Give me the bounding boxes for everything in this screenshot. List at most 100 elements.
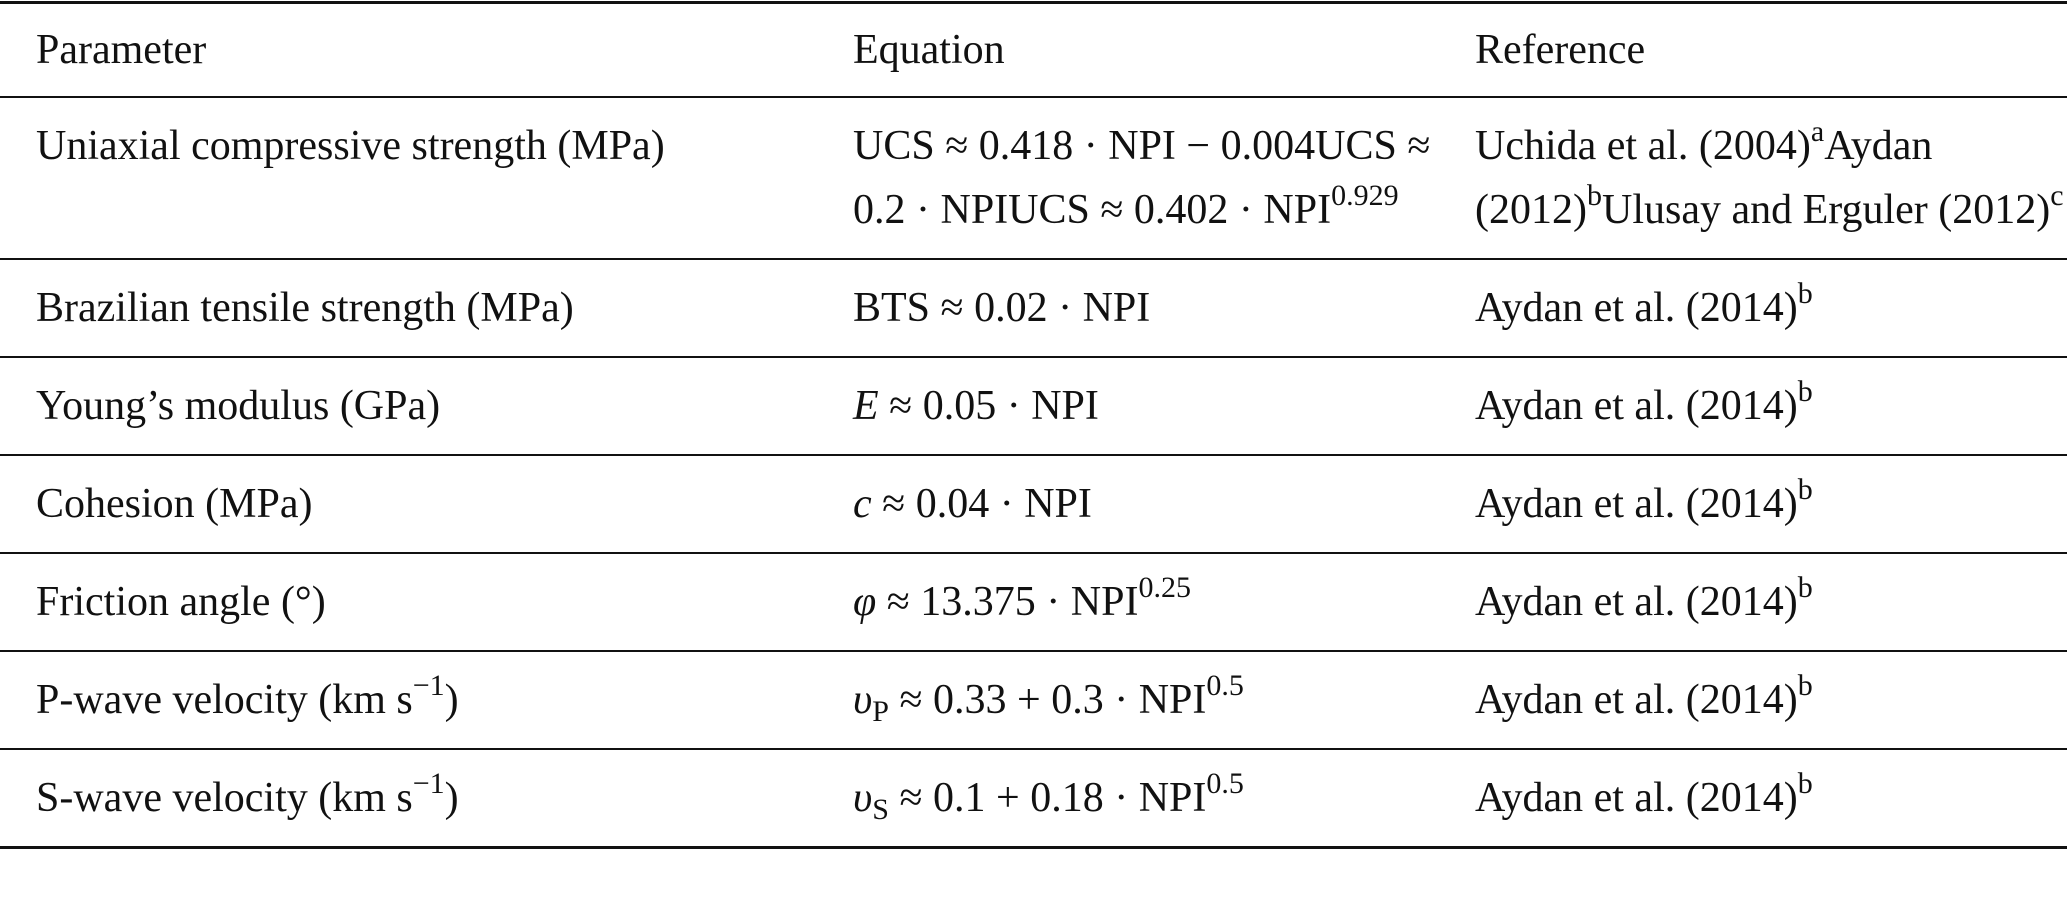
line: P-wave velocity (km s−1) [36, 671, 459, 724]
line: Cohesion (MPa) [36, 481, 313, 527]
reference-note: b [1797, 767, 1813, 800]
reference-note: c [2050, 179, 2064, 212]
reference-text: Aydan (2012) [1475, 123, 1933, 233]
parameter-cell: P-wave velocity (km s−1) [0, 651, 853, 750]
text-sup: 0.5 [1206, 767, 1244, 800]
reference-cell: Uchida et al. (2004)aAydan (2012)bUlusay… [1475, 97, 2067, 260]
text-sub: S [872, 793, 889, 826]
reference-cell: Aydan et al. (2014)b [1475, 357, 2067, 456]
reference-note: b [1797, 669, 1813, 702]
reference-text: Ulusay and Erguler (2012) [1601, 187, 2051, 233]
line: Aydan (2012)b [1475, 123, 1932, 233]
row: Young’s modulus (GPa) E ≈ 0.05 · NPI Aydan… [0, 357, 2067, 456]
reference-note: b [1586, 179, 1602, 212]
line: Brazilian tensile strength (MPa) [36, 285, 574, 331]
text-t: P-wave velocity (km s [36, 677, 413, 723]
header-cell: Parameter [0, 1, 853, 98]
text-t: Cohesion (MPa) [36, 481, 313, 527]
reference-text: Aydan et al. (2014) [1475, 677, 1798, 723]
reference-cell: Aydan et al. (2014)b [1475, 651, 2067, 750]
reference-text: Uchida et al. (2004) [1475, 123, 1811, 169]
reference-note: b [1797, 277, 1813, 310]
text-i: υ [853, 775, 873, 821]
text-i: E [853, 383, 879, 429]
data-table: Parameter Equation Reference Uniaxial co… [0, 1, 2067, 849]
text-t: UCS ≈ 0.418 · NPI − 0.004 [853, 123, 1316, 169]
text-t: ≈ 0.1 + 0.18 · NPI [888, 775, 1207, 821]
table-head: Parameter Equation Reference [0, 1, 2067, 98]
line: Uchida et al. (2004)a [1475, 117, 1824, 170]
line: Aydan et al. (2014)b [1475, 279, 1813, 332]
reference-cell: Aydan et al. (2014)b [1475, 553, 2067, 652]
text-sup: −1 [412, 669, 445, 702]
reference-note: a [1810, 115, 1825, 148]
equation-cell: UCS ≈ 0.418 · NPI − 0.004UCS ≈ 0.2 · NPI… [853, 97, 1475, 260]
equation-cell: BTS ≈ 0.02 · NPI [853, 259, 1475, 358]
text-t: UCS ≈ 0.402 · NPI [1008, 187, 1332, 233]
text-sup: 0.929 [1331, 179, 1399, 212]
line: Aydan et al. (2014)b [1475, 475, 1813, 528]
line: UCS ≈ 0.418 · NPI − 0.004 [853, 123, 1315, 169]
text-t: Friction angle (°) [36, 579, 326, 625]
parameter-cell: Young’s modulus (GPa) [0, 357, 853, 456]
equation-cell: υP ≈ 0.33 + 0.3 · NPI0.5 [853, 651, 1475, 750]
reference-cell: Aydan et al. (2014)b [1475, 259, 2067, 358]
text-t: ≈ 0.05 · NPI [878, 383, 1099, 429]
text-sup: 0.5 [1206, 669, 1244, 702]
text-t: ≈ 0.04 · NPI [871, 481, 1092, 527]
parameter-cell: Friction angle (°) [0, 553, 853, 652]
parameter-cell: Uniaxial compressive strength (MPa) [0, 97, 853, 260]
line: υP ≈ 0.33 + 0.3 · NPI0.5 [853, 671, 1244, 727]
reference-cell: Aydan et al. (2014)b [1475, 455, 2067, 554]
row: Brazilian tensile strength (MPa) BTS ≈ 0.… [0, 259, 2067, 358]
parameter-cell: Cohesion (MPa) [0, 455, 853, 554]
reference-note: b [1797, 473, 1813, 506]
text-t: Uniaxial compressive strength (MPa) [36, 123, 665, 169]
text-t: Brazilian tensile strength (MPa) [36, 285, 574, 331]
text-sub: P [872, 695, 889, 728]
line: c ≈ 0.04 · NPI [853, 481, 1092, 527]
line: Uniaxial compressive strength (MPa) [36, 123, 665, 169]
line: S-wave velocity (km s−1) [36, 769, 459, 822]
text-t: ≈ 0.33 + 0.3 · NPI [888, 677, 1207, 723]
line: Friction angle (°) [36, 579, 326, 625]
equation-cell: φ ≈ 13.375 · NPI0.25 [853, 553, 1475, 652]
line: Aydan et al. (2014)b [1475, 769, 1813, 822]
equation-cell: c ≈ 0.04 · NPI [853, 455, 1475, 554]
equation-cell: υS ≈ 0.1 + 0.18 · NPI0.5 [853, 749, 1475, 849]
line: φ ≈ 13.375 · NPI0.25 [853, 573, 1191, 626]
line: Ulusay and Erguler (2012)c [1601, 181, 2064, 234]
reference-note: b [1797, 375, 1813, 408]
text-i: c [853, 481, 872, 527]
reference-text: Aydan et al. (2014) [1475, 481, 1798, 527]
table-body: Uniaxial compressive strength (MPa) UCS ≈… [0, 97, 2067, 849]
row: Uniaxial compressive strength (MPa) UCS ≈… [0, 97, 2067, 260]
row: S-wave velocity (km s−1) υS ≈ 0.1 + 0.18 … [0, 749, 2067, 849]
line: UCS ≈ 0.2 · NPI [853, 123, 1430, 233]
line: Aydan et al. (2014)b [1475, 671, 1813, 724]
text-sup: 0.25 [1138, 571, 1191, 604]
text-t: S-wave velocity (km s [36, 775, 413, 821]
line: Aydan et al. (2014)b [1475, 573, 1813, 626]
reference-note: b [1797, 571, 1813, 604]
reference-text: Aydan et al. (2014) [1475, 579, 1798, 625]
line: Aydan et al. (2014)b [1475, 377, 1813, 430]
row: Friction angle (°) φ ≈ 13.375 · NPI0.25 Ay… [0, 553, 2067, 652]
row: P-wave velocity (km s−1) υP ≈ 0.33 + 0.3 … [0, 651, 2067, 750]
header-row: Parameter Equation Reference [0, 1, 2067, 98]
text-i: υ [853, 677, 873, 723]
text-t: BTS ≈ 0.02 · NPI [853, 285, 1151, 331]
line: BTS ≈ 0.02 · NPI [853, 285, 1150, 331]
text-t: Young’s modulus (GPa) [36, 383, 441, 429]
parameter-cell: Brazilian tensile strength (MPa) [0, 259, 853, 358]
parameter-cell: S-wave velocity (km s−1) [0, 749, 853, 849]
reference-cell: Aydan et al. (2014)b [1475, 749, 2067, 849]
row: Cohesion (MPa) c ≈ 0.04 · NPI Aydan et al.… [0, 455, 2067, 554]
reference-text: Aydan et al. (2014) [1475, 285, 1798, 331]
line: UCS ≈ 0.402 · NPI0.929 [1008, 181, 1398, 234]
text-t: UCS ≈ 0.2 · NPI [853, 123, 1431, 233]
text-sup: −1 [412, 767, 445, 800]
header-cell: Reference [1475, 1, 2067, 98]
line: Young’s modulus (GPa) [36, 383, 440, 429]
